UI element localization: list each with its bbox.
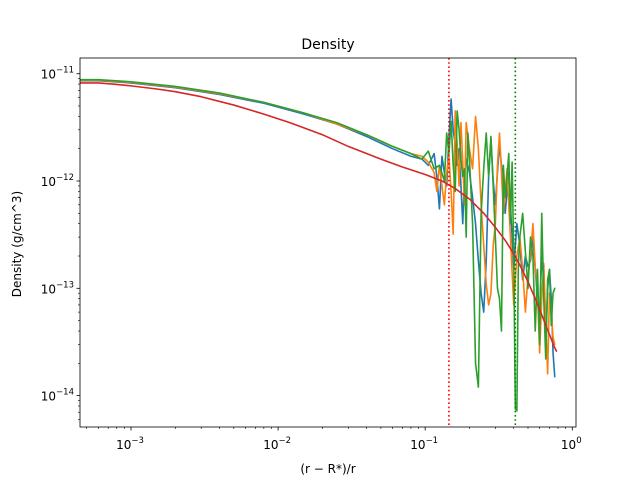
vline-layer [448, 58, 517, 427]
tick-layer: 10−3 10−2 10−1 100 10−14 10−13 10−12 10−11 [41, 66, 582, 452]
y-tick-label-3: 10−12 [41, 173, 74, 189]
x-tick-label-1: 10−3 [116, 436, 144, 452]
y-axis-title: Density (g/cm^3) [10, 191, 24, 297]
y-tick-label-1: 10−14 [41, 388, 74, 404]
plot-frame [79, 57, 577, 428]
x-axis-title: (r − R*)/r [300, 462, 355, 476]
series-line-4 [80, 82, 558, 352]
chart-title: Density [301, 37, 354, 53]
y-tick-label-2: 10−13 [41, 280, 74, 296]
series-line-1 [80, 79, 556, 378]
x-tick-label-4: 100 [561, 436, 582, 452]
x-tick-label-3: 10−1 [410, 436, 438, 452]
x-tick-label-2: 10−2 [263, 436, 291, 452]
series-line-3 [80, 78, 556, 412]
series-layer [80, 78, 558, 412]
y-tick-label-4: 10−11 [41, 66, 74, 82]
